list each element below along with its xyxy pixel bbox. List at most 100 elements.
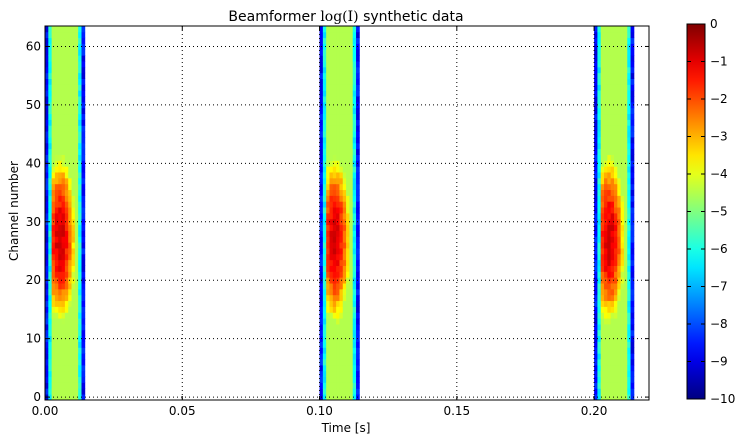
heatmap-cell	[319, 359, 324, 366]
heatmap-cell	[61, 49, 66, 56]
heatmap-cell	[322, 172, 327, 179]
heatmap-cell	[352, 376, 357, 383]
heatmap-cell	[58, 177, 62, 185]
heatmap-cell	[74, 253, 79, 261]
heatmap-cell	[597, 213, 602, 220]
heatmap-cell	[349, 318, 354, 325]
heatmap-cell	[74, 382, 79, 389]
heatmap-cell	[630, 201, 635, 208]
heatmap-cell	[54, 324, 59, 331]
heatmap-cell	[51, 347, 56, 354]
heatmap-cell	[319, 84, 324, 91]
heatmap-cell	[78, 294, 82, 302]
heatmap-cell	[600, 230, 605, 237]
heatmap-cell	[607, 177, 612, 185]
heatmap-cell	[45, 242, 49, 249]
heatmap-cell	[630, 347, 635, 354]
heatmap-cell	[329, 142, 334, 150]
heatmap-cell	[51, 107, 56, 115]
heatmap-cell	[45, 353, 49, 360]
heatmap-cell	[620, 318, 625, 325]
heatmap-cell	[71, 283, 76, 290]
heatmap-cell	[336, 207, 340, 214]
heatmap-cell	[617, 137, 622, 144]
heatmap-cell	[336, 359, 340, 366]
heatmap-cell	[597, 195, 602, 202]
heatmap-cell	[326, 55, 330, 62]
heatmap-cell	[617, 265, 622, 272]
heatmap-cell	[597, 294, 602, 302]
heatmap-cell	[607, 189, 612, 196]
heatmap-cell	[74, 49, 79, 56]
heatmap-cell	[630, 166, 635, 173]
heatmap-cell	[61, 236, 66, 243]
heatmap-cell	[339, 90, 344, 97]
heatmap-cell	[607, 195, 612, 202]
heatmap-cell	[630, 248, 635, 255]
heatmap-cell	[339, 131, 344, 138]
heatmap-cell	[342, 142, 347, 150]
heatmap-cell	[339, 55, 344, 62]
heatmap-cell	[352, 253, 357, 261]
heatmap-cell	[620, 294, 625, 302]
x-axis: 0.00 0.05 0.10 0.15 0.20	[32, 26, 607, 418]
heatmap-cell	[600, 37, 605, 44]
heatmap-cell	[45, 259, 49, 266]
heatmap-cell	[54, 101, 59, 109]
heatmap-cell	[349, 142, 354, 150]
heatmap-cell	[349, 359, 354, 366]
heatmap-cell	[627, 26, 631, 33]
heatmap-cell	[54, 31, 59, 39]
heatmap-cell	[600, 213, 605, 220]
heatmap-cell	[597, 189, 602, 196]
heatmap-cell	[610, 137, 615, 144]
heatmap-cell	[329, 72, 334, 79]
pulse-band	[45, 26, 86, 401]
heatmap-cell	[597, 72, 602, 79]
heatmap-cell	[54, 201, 59, 208]
heatmap-cell	[627, 125, 631, 132]
heatmap-cell	[74, 242, 79, 249]
heatmap-cell	[336, 318, 340, 325]
heatmap-cell	[617, 364, 622, 372]
heatmap-cell	[74, 271, 79, 278]
heatmap-cell	[68, 335, 72, 342]
heatmap-cell	[329, 283, 334, 290]
heatmap-cell	[610, 213, 615, 220]
heatmap-cell	[342, 154, 347, 161]
heatmap-cell	[352, 166, 357, 173]
heatmap-cell	[78, 207, 82, 214]
heatmap-cell	[620, 177, 625, 185]
heatmap-cell	[610, 324, 615, 331]
heatmap-cell	[610, 43, 615, 50]
heatmap-cell	[322, 49, 327, 56]
heatmap-cell	[322, 271, 327, 278]
heatmap-cell	[54, 148, 59, 155]
heatmap-cell	[78, 329, 82, 337]
heatmap-cell	[68, 113, 72, 120]
heatmap-cell	[45, 119, 49, 126]
heatmap-cell	[78, 172, 82, 179]
heatmap-cell	[600, 166, 605, 173]
heatmap-cell	[332, 335, 337, 342]
heatmap-cell	[329, 201, 334, 208]
heatmap-cell	[352, 96, 357, 103]
heatmap-cell	[346, 195, 350, 202]
heatmap-cell	[48, 90, 53, 97]
heatmap-cell	[342, 294, 347, 302]
heatmap-cell	[356, 172, 360, 179]
heatmap-cell	[336, 119, 340, 126]
heatmap-cell	[604, 236, 608, 243]
heatmap-cell	[71, 137, 76, 144]
heatmap-cell	[64, 26, 69, 33]
heatmap-cell	[322, 364, 327, 372]
heatmap-cell	[594, 236, 598, 243]
heatmap-cell	[600, 177, 605, 185]
heatmap-cell	[630, 137, 635, 144]
heatmap-cell	[610, 224, 615, 231]
heatmap-cell	[332, 72, 337, 79]
heatmap-cell	[319, 177, 324, 185]
heatmap-cell	[61, 312, 66, 319]
heatmap-cell	[64, 113, 69, 120]
heatmap-cell	[614, 359, 618, 366]
